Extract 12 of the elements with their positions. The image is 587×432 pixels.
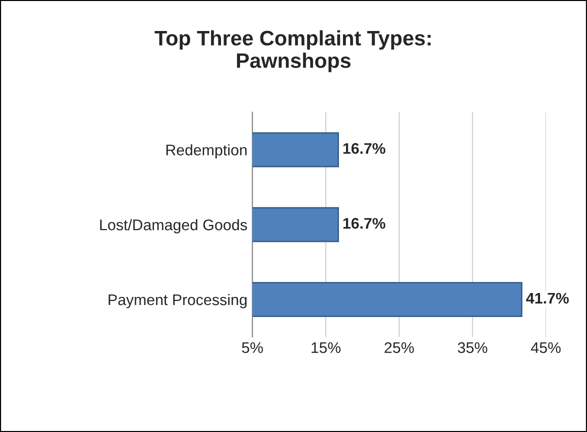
data-label: 16.7% xyxy=(343,218,386,229)
y-tick-label: Redemption xyxy=(166,144,247,158)
chart-title: Top Three Complaint Types: Pawnshops xyxy=(154,30,431,72)
x-tick-label: 45% xyxy=(530,342,561,354)
x-tick-label: 35% xyxy=(458,342,488,354)
y-tick-label: Payment Processing xyxy=(108,294,247,308)
data-label: 16.7% xyxy=(343,143,386,154)
x-tick-label: 25% xyxy=(384,342,414,354)
data-label: 41.7% xyxy=(526,292,569,304)
y-tick-label: Lost/Damaged Goods xyxy=(100,219,248,234)
x-tick-label: 15% xyxy=(312,342,341,354)
x-tick-label: 5% xyxy=(242,342,263,354)
